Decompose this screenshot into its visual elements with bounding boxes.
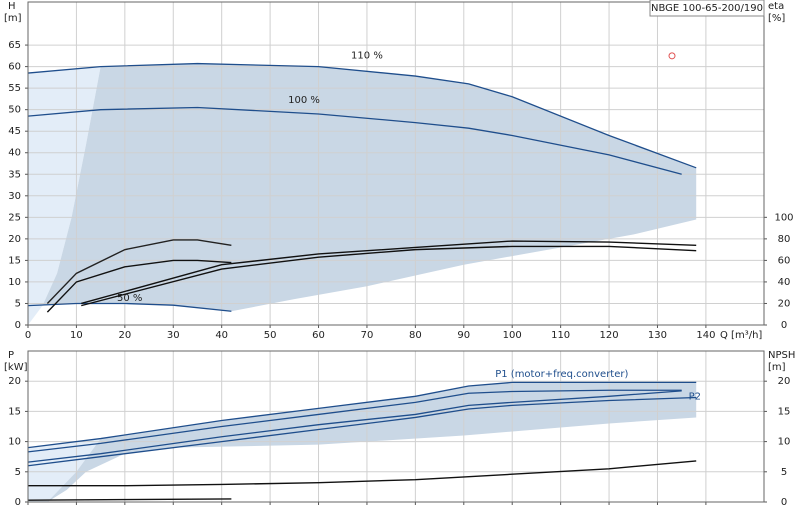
y2-tick-label: 60 (778, 255, 791, 266)
y-tick-label: 10 (8, 277, 21, 288)
x-tick-label: 100 (503, 330, 522, 341)
y-tick-label: 65 (8, 40, 21, 51)
curve (28, 460, 697, 487)
y2-tick-label: 40 (778, 277, 791, 288)
x-tick-label: 120 (600, 330, 619, 341)
curve (81, 240, 697, 305)
y-tick-label: 0 (15, 320, 21, 331)
y2-tick-label: 80 (778, 234, 791, 245)
y-axis-label: P (8, 350, 14, 361)
y-tick-label: 50 (8, 105, 21, 116)
x-tick-label: 50 (264, 330, 277, 341)
y2-tick-label: 20 (778, 376, 791, 387)
x-tick-label: 130 (648, 330, 667, 341)
title-box (649, 0, 765, 17)
y-tick-label: 10 (8, 437, 21, 448)
curve (27, 302, 232, 312)
y-tick-label: 5 (15, 298, 21, 309)
y-tick-label: 20 (8, 376, 21, 387)
curve (27, 389, 682, 453)
curve (46, 239, 232, 304)
operating-region (47, 382, 697, 502)
curve (46, 259, 232, 313)
x-tick-label: 0 (25, 330, 31, 341)
x-tick-label: 140 (696, 330, 715, 341)
x-tick-label: 70 (361, 330, 374, 341)
curve (27, 381, 697, 449)
plot-border (27, 1, 765, 326)
curve-label: 110 % (351, 50, 383, 61)
y-axis-unit: [m] (4, 13, 22, 24)
operating-region (42, 63, 697, 312)
y-tick-label: 60 (8, 62, 21, 73)
y-tick-label: 15 (8, 406, 21, 417)
x-tick-label: 60 (312, 330, 325, 341)
y-tick-label: 20 (8, 234, 21, 245)
y-axis-unit: [kW] (4, 362, 28, 373)
curve (27, 106, 682, 175)
curve-label: P2 (689, 391, 701, 402)
y2-tick-label: 15 (778, 406, 791, 417)
y-tick-label: 5 (15, 467, 21, 478)
curve-label: 50 % (117, 293, 142, 304)
curve (27, 62, 697, 169)
y2-axis-unit: [%] (768, 13, 785, 24)
y2-tick-label: 5 (781, 467, 787, 478)
y2-tick-label: 0 (781, 320, 787, 331)
y-tick-label: 30 (8, 191, 21, 202)
x-tick-label: 110 (551, 330, 570, 341)
y2-axis-label: NPSH (768, 350, 795, 361)
y2-tick-label: 20 (778, 298, 791, 309)
curve (27, 390, 682, 463)
curve (27, 498, 232, 501)
x-axis-label: Q [m³/h] (720, 330, 762, 341)
y2-tick-label: 100 (774, 212, 793, 223)
y-tick-label: 40 (8, 148, 21, 159)
duty-point (668, 52, 676, 60)
y2-axis-label: eta (768, 1, 784, 12)
chart-title: NBGE 100-65-200/190 (651, 3, 763, 14)
x-tick-label: 90 (457, 330, 470, 341)
y-tick-label: 15 (8, 255, 21, 266)
y-tick-label: 0 (15, 497, 21, 508)
x-tick-label: 80 (409, 330, 422, 341)
y-tick-label: 45 (8, 126, 21, 137)
curve-label: 100 % (288, 95, 320, 106)
x-tick-label: 20 (118, 330, 131, 341)
plot-border (27, 350, 765, 503)
curve-label: P1 (motor+freq.converter) (495, 369, 628, 380)
x-tick-label: 30 (167, 330, 180, 341)
curve (81, 245, 697, 307)
y2-tick-label: 0 (781, 497, 787, 508)
y2-axis-unit: [m] (768, 362, 786, 373)
y-tick-label: 25 (8, 212, 21, 223)
x-tick-label: 40 (215, 330, 228, 341)
x-tick-label: 10 (70, 330, 83, 341)
curve (27, 396, 697, 467)
y-tick-label: 35 (8, 169, 21, 180)
y-axis-label: H (8, 1, 16, 12)
y-tick-label: 55 (8, 83, 21, 94)
y2-tick-label: 10 (778, 437, 791, 448)
